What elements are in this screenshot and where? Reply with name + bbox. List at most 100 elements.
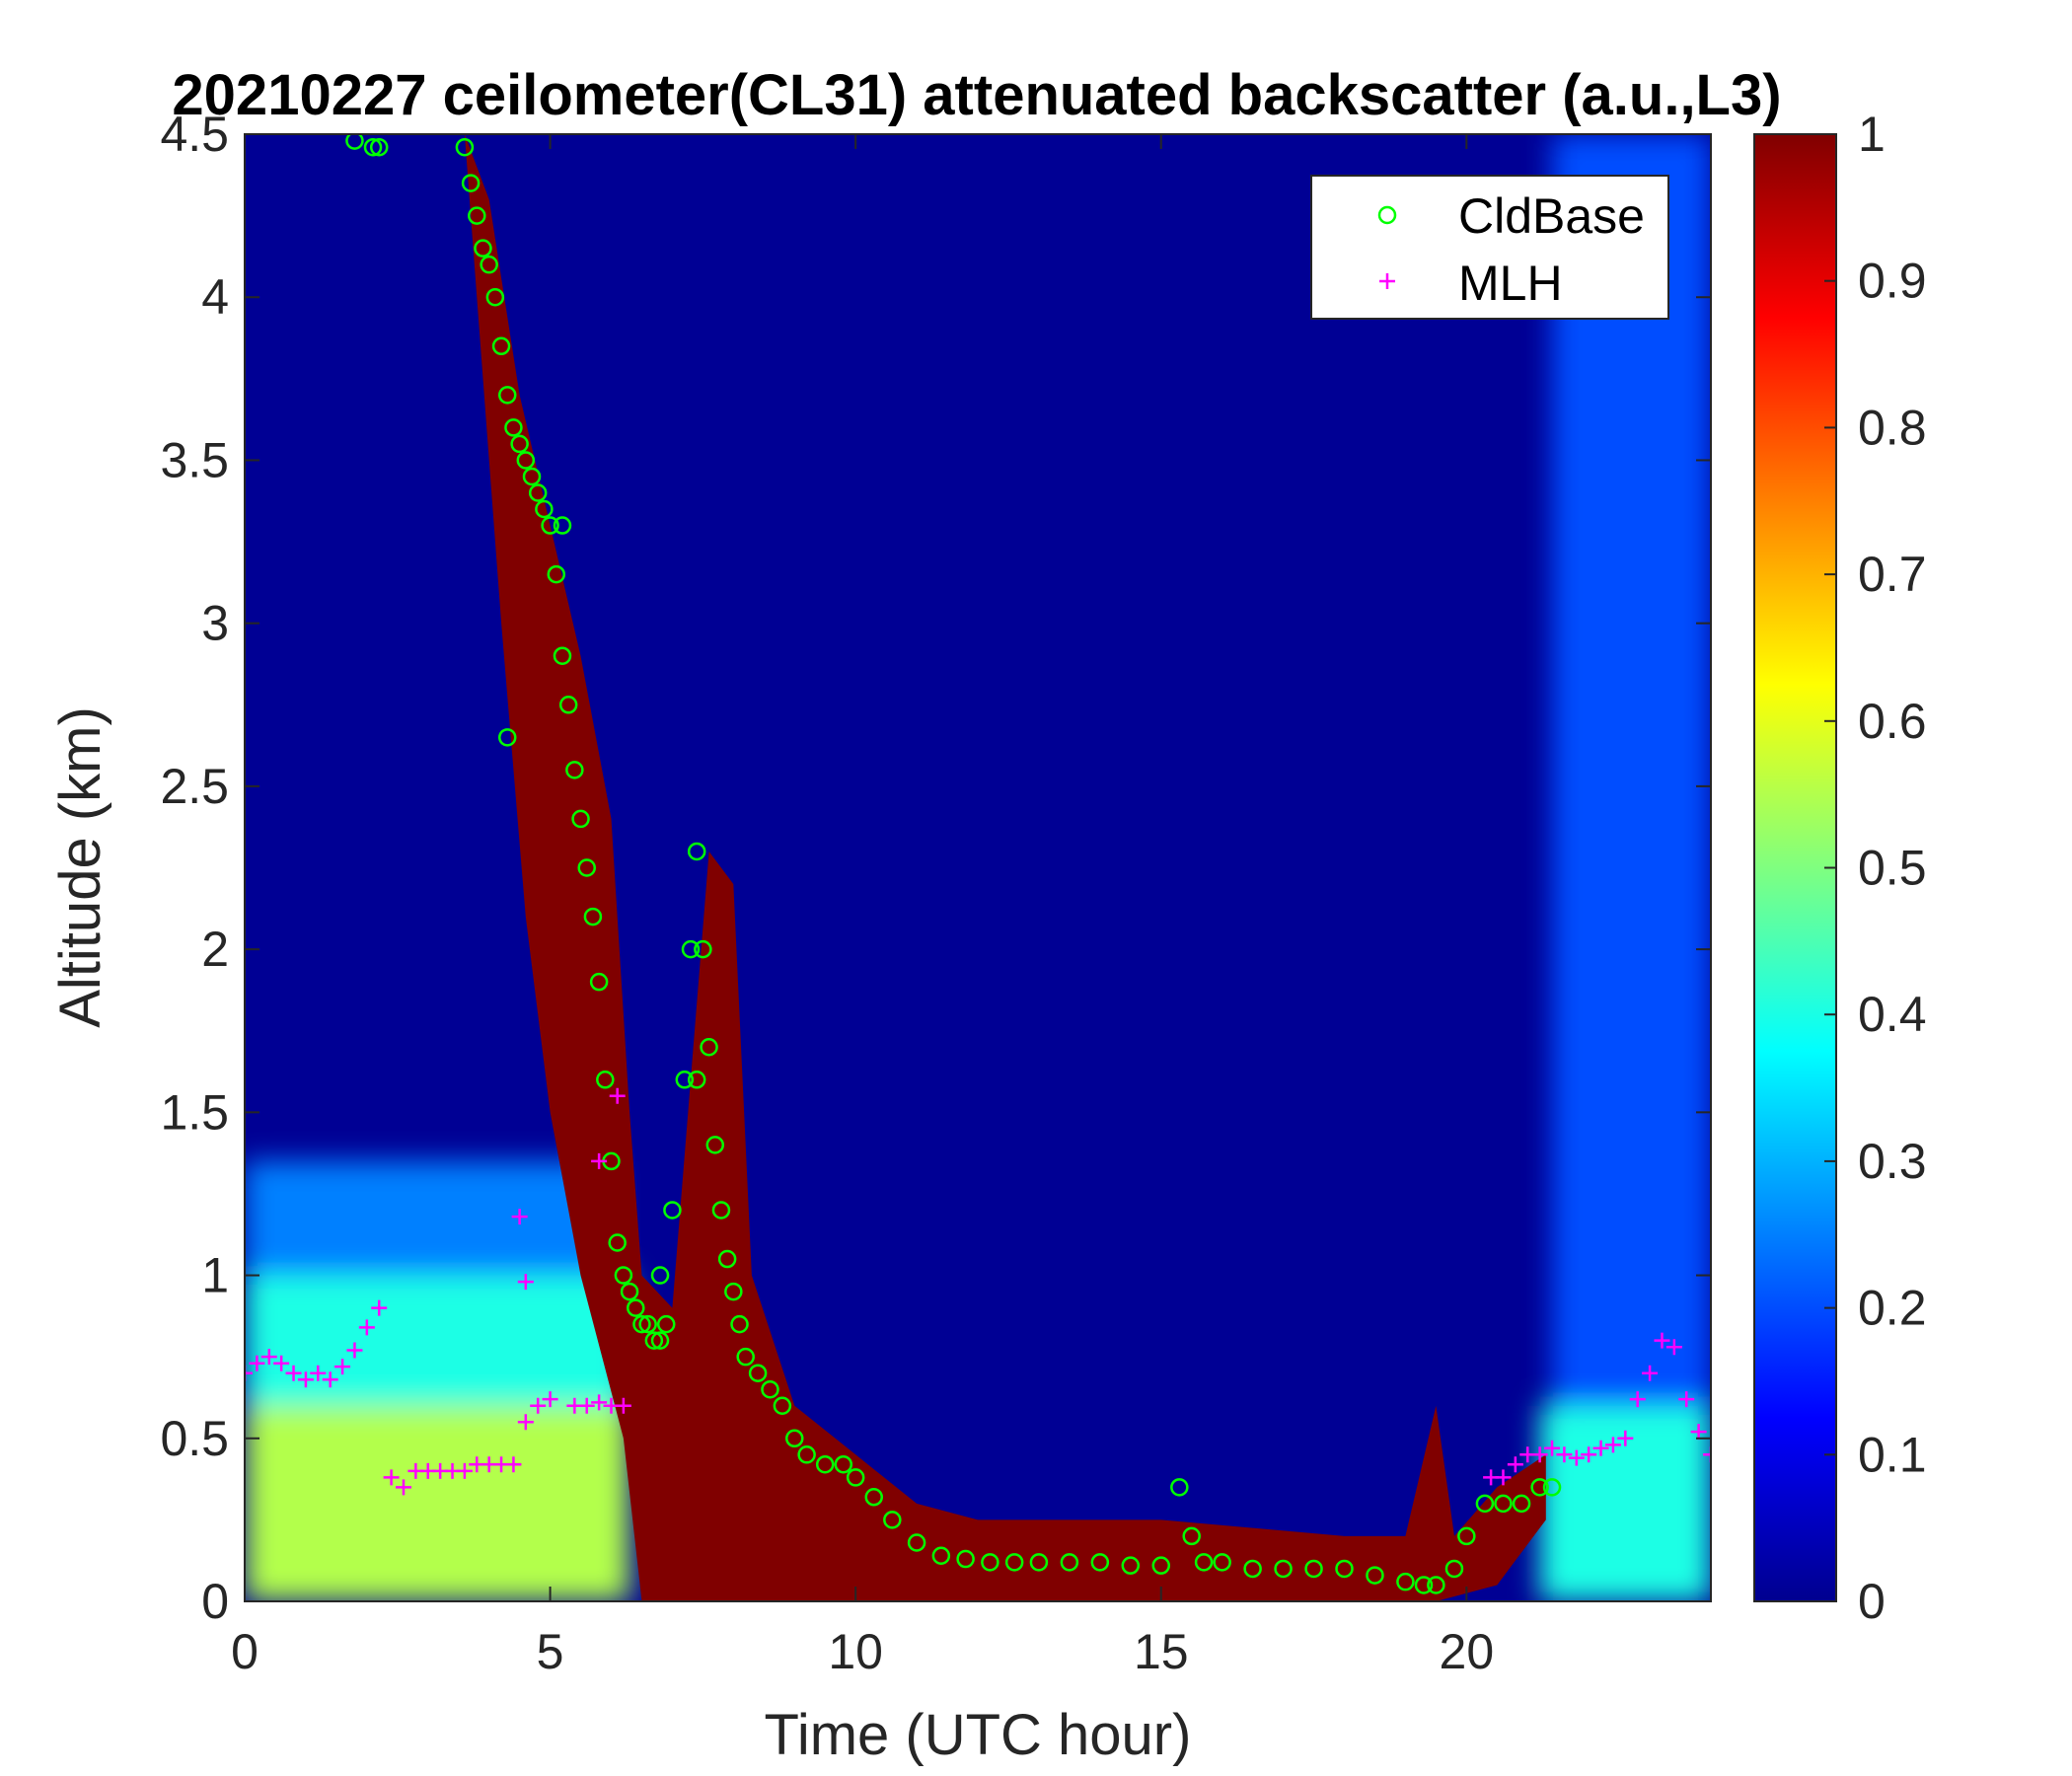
cldbase-point [931,1546,951,1565]
mlh-point [505,1456,522,1473]
series-mlh [245,1087,1711,1496]
mlh-point [310,1365,327,1381]
colorbar-tick-label: 0 [1858,1574,1886,1629]
colorbar-tick-label: 0.2 [1858,1281,1927,1336]
cldbase-point [1366,1566,1384,1585]
colorbar-ticks: 0 0.1 0.2 0.3 0.4 0.5 0.6 0.7 0.8 0.9 1 [1824,107,1927,1629]
y-tick-label: 4.5 [160,107,229,162]
cldbase-point [474,239,492,258]
cldbase-point [834,1454,853,1474]
mlh-point [1690,1424,1707,1441]
mlh-point [530,1397,547,1414]
cldbase-point [1213,1553,1231,1572]
colorbar-tick-label: 0.5 [1858,841,1927,896]
cldbase-point [797,1445,816,1464]
cldbase-point [455,137,475,157]
x-tick-label: 15 [1134,1624,1189,1679]
cldbase-point [1151,1556,1170,1575]
cldbase-point [724,1282,743,1301]
cldbase-point [700,1037,718,1057]
colorbar-tick-label: 1 [1858,107,1886,162]
y-tick-label: 3.5 [160,432,229,487]
mlh-point [1544,1440,1561,1456]
cldbase-point [480,255,498,274]
cldbase-point [1457,1526,1476,1546]
cldbase-point [1335,1559,1354,1579]
cldbase-point [956,1549,975,1569]
cldbase-point [553,516,572,535]
cldbase-point [461,174,481,192]
mlh-point [1556,1446,1573,1463]
cldbase-point [1194,1553,1214,1572]
cldbase-point [1243,1559,1262,1579]
y-axis-title: Altitude (km) [48,706,112,1028]
colorbar-tick-label: 0.7 [1858,547,1927,602]
cldbase-point [497,728,517,747]
heatmap-region-0 [245,1405,630,1601]
cldbase-point [711,1201,731,1220]
cldbase-point [620,1282,639,1301]
x-axis: 0 5 10 15 20 [231,134,1494,1679]
mlh-point [1703,1446,1711,1463]
cldbase-point [681,939,701,959]
heatmap-region-1 [245,1275,630,1406]
mlh-point [249,1355,265,1371]
cldbase-point [1414,1576,1434,1594]
x-tick-label: 10 [828,1624,883,1679]
cldbase-point [687,1071,706,1089]
cldbase-point [650,1266,670,1285]
colorbar-tick-label: 0.8 [1858,400,1927,455]
cldbase-point [504,418,523,437]
cldbase-point [883,1511,902,1529]
mlh-point [1495,1469,1512,1486]
mlh-point [511,1209,528,1225]
cldbase-point [1170,1478,1189,1497]
mlh-point [260,1349,277,1366]
cldbase-point [1396,1572,1415,1591]
y-tick-label: 1 [201,1248,229,1303]
cldbase-point [614,1266,633,1285]
mlh-point [456,1462,473,1479]
x-tick-label: 5 [537,1624,564,1679]
cldbase-point [730,1314,749,1334]
cldbase-point [583,907,603,926]
cldbase-point [1530,1478,1549,1497]
cldbase-point [369,137,389,157]
cldbase-point [1427,1576,1445,1594]
cldbase-point [705,1136,725,1154]
legend-cldbase-label: CldBase [1458,188,1645,244]
mlh-point [346,1342,363,1359]
plot-area [245,134,1711,1601]
colorbar: 0 0.1 0.2 0.3 0.4 0.5 0.6 0.7 0.8 0.9 1 [1753,107,1927,1629]
cldbase-point [345,134,364,150]
cldbase-point [785,1429,804,1448]
legend-cldbase-marker [1377,205,1397,225]
mlh-point [285,1365,302,1381]
x-tick-label: 0 [231,1624,259,1679]
cldbase-point [1444,1559,1464,1579]
heatmap-region-4 [1552,134,1711,1406]
series-cldbase [345,134,1562,1594]
cldbase-point [650,1331,670,1350]
mlh-point [591,1394,608,1411]
y-axis: 0 0.5 1 1.5 2 2.5 3 3.5 4 4.5 [160,107,1711,1629]
cldbase-point [1029,1553,1049,1572]
y-tick-label: 2.5 [160,759,229,814]
mlh-point [322,1371,338,1388]
legend[interactable]: CldBase MLH [1310,175,1669,320]
colorbar-gradient [1753,133,1837,1602]
cldbase-point [864,1488,883,1507]
cldbase-point [596,1071,615,1089]
mlh-point [542,1391,558,1408]
cldbase-point [717,1249,737,1269]
cldbase-point [553,646,572,665]
legend-mlh-label: MLH [1458,256,1563,311]
chart-title: 20210227 ceilometer(CL31) attenuated bac… [172,63,1781,127]
cloud-layer [464,134,1546,1601]
mlh-point [1617,1430,1634,1446]
legend-box [1310,175,1669,320]
cldbase-point [547,564,566,584]
cldbase-point [497,386,517,405]
mlh-point [1507,1456,1523,1473]
cldbase-point [1512,1494,1531,1514]
